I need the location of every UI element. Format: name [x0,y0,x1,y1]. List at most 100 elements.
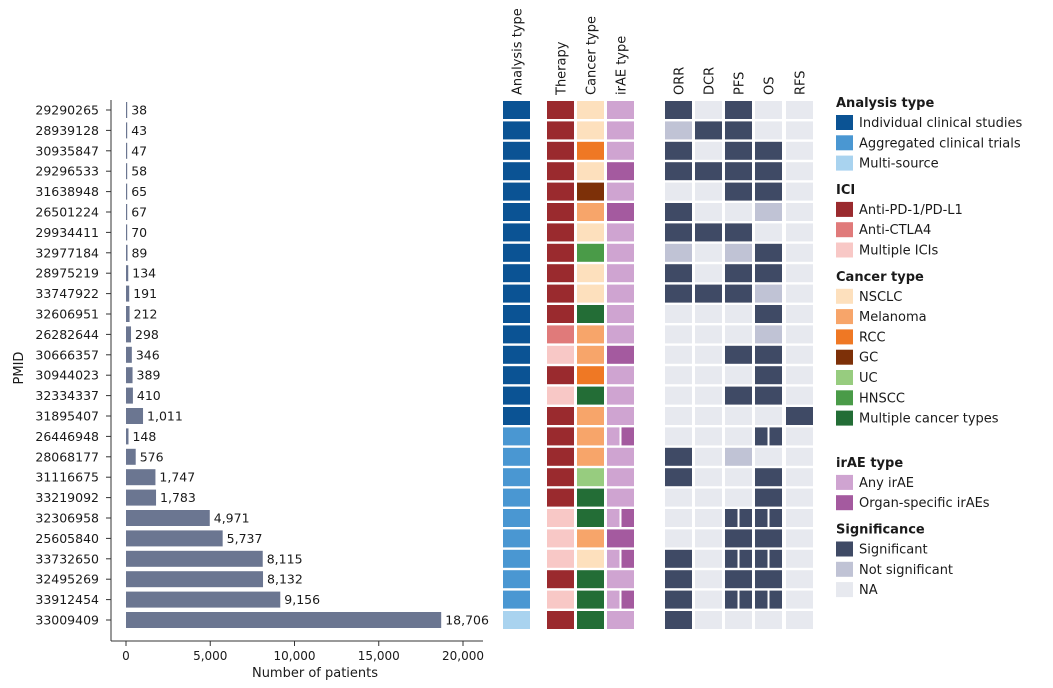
cancer-type-cell [577,305,604,323]
bar-value-label: 8,132 [267,572,303,587]
outcome-pfs-cell [725,570,752,589]
outcome-os-cell [755,529,782,548]
outcome-orr-cell [665,141,692,160]
outcome-pfs-cell [725,386,752,405]
therapy-cell [547,488,574,507]
bar-value-label: 38 [131,103,147,118]
x-tick-label: 20,000 [442,649,484,663]
legend-swatch [836,495,853,511]
pmid-label: 33912454 [35,592,99,607]
outcome-rfs-cell [786,427,813,446]
legend-swatch [836,329,853,345]
outcome-orr-cell [665,182,692,201]
outcome-orr-cell [665,243,692,262]
analysis-type-cell [503,447,530,466]
outcome-rfs-cell [786,243,813,262]
outcome-dcr-cell [695,447,722,466]
outcome-rfs-cell [786,182,813,201]
pmid-label: 32495269 [35,572,99,587]
outcome-os-cell [769,590,782,609]
bar-value-label: 67 [131,205,147,220]
outcome-orr-cell [665,223,692,242]
bar-value-label: 9,156 [284,592,320,607]
analysis-type-cell [503,407,530,425]
outcome-dcr-cell [695,386,722,405]
irae-type-cell [607,509,620,527]
legend-label: Multiple ICIs [859,244,939,259]
bar [126,489,157,506]
irae-type-cell [607,203,634,221]
bar-value-label: 58 [131,164,147,179]
irae-type-cell [607,345,634,364]
therapy-cell [547,509,574,527]
outcome-dcr-cell [695,305,722,323]
bar [126,408,144,424]
legend-swatch [836,390,853,406]
legend-label: Melanoma [859,310,927,325]
irae-type-cell [607,264,634,283]
analysis-type-cell [503,529,530,548]
y-axis-label: PMID [12,352,27,385]
outcome-orr-cell [665,345,692,364]
therapy-cell [547,141,574,160]
x-tick-label: 15,000 [358,649,400,663]
outcome-pfs-cell [725,182,752,201]
bar-value-label: 4,971 [214,511,250,526]
outcome-orr-cell [665,488,692,507]
legend-label: HNSCC [859,391,905,406]
outcome-orr-cell [665,325,692,344]
cancer-type-cell [577,590,604,609]
outcome-rfs-cell [786,488,813,507]
column-header: RFS [794,70,809,95]
outcome-os-cell [755,488,782,507]
bar-value-label: 148 [132,429,156,444]
outcome-os-cell [755,141,782,160]
analysis-type-cell [503,345,530,364]
outcome-os-cell [755,182,782,201]
legend-swatch [836,135,853,151]
legend-label: GC [859,351,878,366]
bar [126,510,210,526]
outcome-orr-cell [665,549,692,568]
therapy-cell [547,284,574,303]
outcome-pfs-cell [725,366,752,385]
analysis-type-cell [503,264,530,283]
analysis-type-cell [503,223,530,242]
outcome-rfs-cell [786,468,813,487]
legend-swatch [836,582,853,598]
bar-value-label: 47 [131,143,147,158]
therapy-cell [547,223,574,242]
outcome-os-cell [755,345,782,364]
bar-value-label: 410 [137,388,161,403]
bar-value-label: 43 [131,123,147,138]
bar-value-label: 346 [136,347,160,362]
irae-type-cell [607,121,634,140]
outcome-pfs-cell [725,264,752,283]
legend-label: Not significant [859,563,953,578]
pmid-label: 33219092 [35,490,99,505]
outcome-orr-cell [665,570,692,589]
legend-swatch [836,349,853,365]
bar [126,530,223,547]
irae-type-cell [607,223,634,242]
therapy-cell [547,427,574,446]
outcome-rfs-cell [786,121,813,140]
outcome-os-cell [755,549,768,568]
bar [126,571,264,588]
outcome-dcr-cell [695,549,722,568]
column-header: Analysis type [511,8,526,95]
outcome-orr-cell [665,529,692,548]
cancer-type-cell [577,427,604,446]
therapy-cell [547,305,574,323]
outcome-os-cell [769,509,782,527]
cancer-type-cell [577,141,604,160]
outcome-rfs-cell [786,203,813,221]
outcome-dcr-cell [695,529,722,548]
bar [126,224,128,241]
outcome-rfs-cell [786,284,813,303]
cancer-type-cell [577,468,604,487]
bar-value-label: 8,115 [267,551,303,566]
outcome-dcr-cell [695,223,722,242]
therapy-cell [547,529,574,548]
bar [126,306,130,322]
